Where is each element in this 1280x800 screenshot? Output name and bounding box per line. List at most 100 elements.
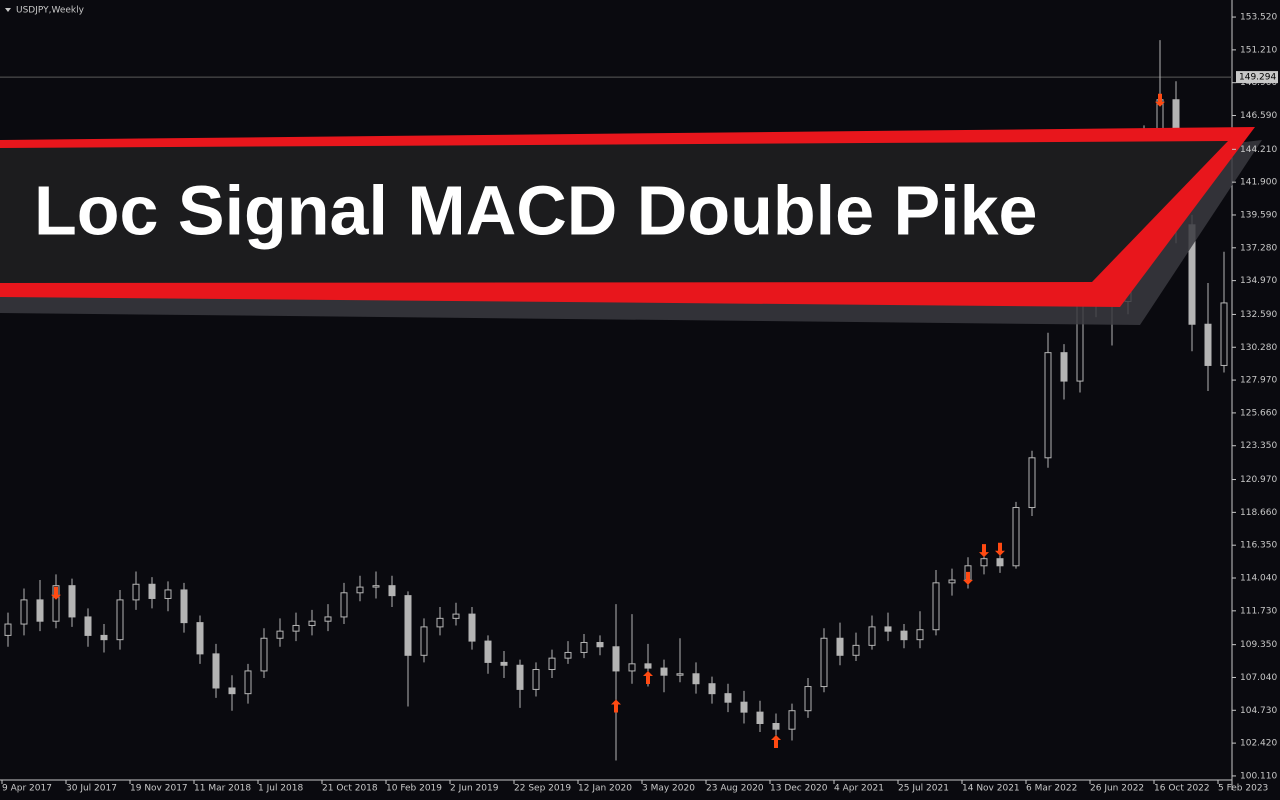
y-tick-label: 114.040 (1240, 574, 1277, 584)
x-tick-label: 14 Nov 2021 (962, 784, 1020, 794)
candle-body (68, 585, 76, 618)
candle-body (612, 646, 620, 672)
candle-body (484, 640, 492, 663)
candle-body (1028, 457, 1036, 509)
candle-body (564, 651, 572, 659)
candle-body (196, 622, 204, 655)
candle-body (1060, 352, 1068, 382)
candle-body (324, 616, 332, 622)
x-tick-label: 16 Oct 2022 (1154, 784, 1210, 794)
candle-body (164, 589, 172, 599)
y-tick-label: 116.350 (1240, 541, 1277, 551)
menu-triangle (5, 8, 11, 12)
banner-band (0, 141, 1228, 283)
x-tick-label: 30 Jul 2017 (66, 784, 117, 794)
candle-body (372, 585, 380, 588)
candle-body (692, 673, 700, 685)
symbol-label: USDJPY,Weekly (16, 6, 85, 16)
candle-body (836, 637, 844, 656)
x-tick-label: 21 Oct 2018 (322, 784, 378, 794)
candle-body (852, 644, 860, 656)
signal-arrow (611, 699, 621, 713)
y-tick-label: 127.970 (1240, 376, 1277, 386)
x-tick-label: 12 Jan 2020 (578, 784, 632, 794)
candle-body (788, 710, 796, 730)
y-tick-label: 132.590 (1240, 310, 1277, 320)
x-tick-label: 26 Jun 2022 (1090, 784, 1144, 794)
candle-body (468, 613, 476, 642)
y-tick-label: 123.350 (1240, 441, 1277, 451)
y-tick-label: 134.970 (1240, 276, 1277, 286)
candle-body (628, 663, 636, 672)
x-tick-label: 22 Sep 2019 (514, 784, 571, 794)
signal-arrow (771, 734, 781, 748)
candle-body (996, 558, 1004, 567)
current-price-label: 149.294 (1239, 73, 1276, 83)
x-tick-label: 13 Dec 2020 (770, 784, 828, 794)
candle-body (404, 595, 412, 656)
candle-body (644, 663, 652, 669)
candle-body (948, 579, 956, 584)
candle-body (580, 642, 588, 653)
candle-body (900, 630, 908, 641)
x-tick-label: 1 Jul 2018 (258, 784, 303, 794)
candle-body (20, 599, 28, 625)
candle-body (116, 599, 124, 641)
x-tick-label: 3 May 2020 (642, 784, 695, 794)
candle-body (932, 582, 940, 631)
candle-body (532, 669, 540, 690)
y-tick-label: 118.660 (1240, 508, 1277, 518)
candle-body (132, 583, 140, 601)
plot-area (0, 40, 1232, 761)
candle-body (436, 617, 444, 628)
y-tick-label: 120.970 (1240, 475, 1277, 485)
x-tick-label: 4 Apr 2021 (834, 784, 884, 794)
candle-body (4, 623, 12, 636)
candle-body (356, 586, 364, 594)
candle-body (228, 687, 236, 695)
x-tick-label: 23 Aug 2020 (706, 784, 764, 794)
x-tick-label: 2 Jun 2019 (450, 784, 499, 794)
candle-body (84, 616, 92, 636)
y-tick-label: 111.730 (1240, 606, 1277, 616)
candle-body (276, 630, 284, 639)
candle-body (1204, 323, 1212, 366)
candle-body (36, 599, 44, 622)
y-tick-label: 107.040 (1240, 673, 1277, 683)
candle-body (148, 583, 156, 599)
candle-body (388, 585, 396, 597)
x-tick-label: 5 Feb 2023 (1218, 784, 1268, 794)
y-tick-label: 153.520 (1240, 13, 1277, 23)
candle-body (740, 701, 748, 713)
signal-arrow (51, 586, 61, 600)
candle-body (820, 637, 828, 688)
candle-body (308, 620, 316, 626)
candle-body (548, 657, 556, 671)
candle-body (100, 634, 108, 641)
candle-body (660, 667, 668, 676)
candle-body (596, 642, 604, 648)
y-tick-label: 100.110 (1240, 771, 1277, 781)
x-tick-label: 19 Nov 2017 (130, 784, 188, 794)
candle-body (212, 653, 220, 689)
x-tick-label: 9 Apr 2017 (2, 784, 52, 794)
candle-body (52, 585, 60, 622)
candle-body (676, 673, 684, 676)
signal-arrow (643, 671, 653, 685)
y-tick-label: 148.900 (1240, 78, 1277, 88)
candle-body (980, 558, 988, 567)
y-tick-label: 125.660 (1240, 408, 1277, 418)
candle-body (1012, 507, 1020, 567)
signal-arrow (963, 571, 973, 585)
candle-body (452, 613, 460, 619)
candle-body (500, 661, 508, 666)
y-tick-label: 137.280 (1240, 243, 1277, 253)
y-tick-label: 141.900 (1240, 178, 1277, 188)
candle-body (292, 624, 300, 632)
x-tick-label: 11 Mar 2018 (194, 784, 251, 794)
candle-body (420, 626, 428, 656)
candle-body (1044, 352, 1052, 459)
candle-body (516, 664, 524, 690)
